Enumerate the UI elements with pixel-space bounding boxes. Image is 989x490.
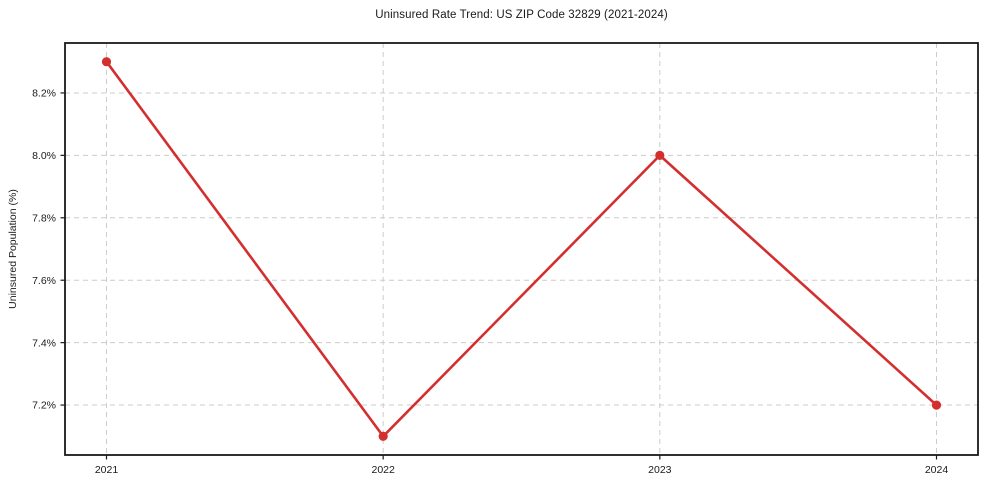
data-point	[101, 57, 112, 67]
plot-border	[64, 42, 979, 456]
y-tick-label: 8.0%	[32, 150, 56, 162]
trend-line	[105, 60, 938, 438]
data-point	[931, 400, 942, 410]
x-tick-label: 2022	[371, 464, 395, 476]
data-point	[655, 150, 665, 160]
x-tick-label: 2024	[925, 464, 949, 476]
x-tick-label: 2023	[648, 464, 672, 476]
y-tick-label: 7.2%	[32, 400, 56, 412]
chart-title: Uninsured Rate Trend: US ZIP Code 32829 …	[375, 9, 668, 21]
y-tick-label: 7.6%	[32, 275, 56, 287]
y-tick-label: 7.8%	[32, 212, 56, 224]
x-tick-label: 2021	[95, 464, 119, 476]
y-tick-label: 8.2%	[32, 88, 56, 100]
y-tick-label: 7.4%	[32, 337, 56, 349]
data-point	[378, 431, 388, 441]
